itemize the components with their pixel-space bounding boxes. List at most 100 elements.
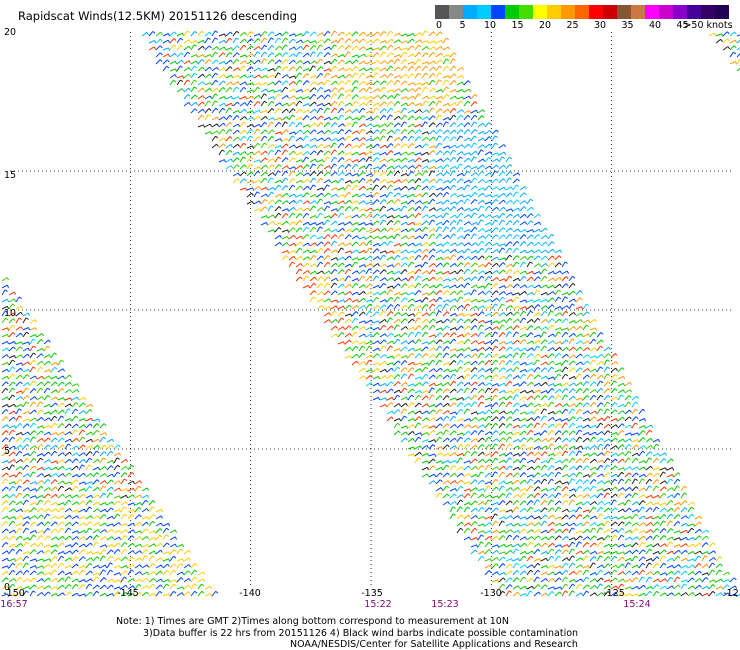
wind-barb: [393, 75, 400, 79]
wind-barb: [519, 362, 526, 366]
wind-barb: [295, 100, 300, 107]
wind-barb-flag: [371, 222, 374, 226]
wind-barb-flag: [515, 184, 519, 188]
wind-barb: [442, 318, 448, 324]
wind-barb-flag: [490, 397, 493, 401]
wind-barb: [295, 235, 302, 240]
wind-barb-flag: [327, 52, 331, 55]
wind-barb-flag: [307, 130, 311, 134]
wind-barb: [582, 417, 589, 422]
wind-barb: [498, 359, 504, 366]
wind-barb: [358, 345, 363, 352]
wind-barb: [568, 375, 575, 380]
wind-barb-flag: [502, 171, 506, 174]
wind-barb-flag: [510, 213, 513, 217]
wind-barb-flag: [389, 289, 393, 292]
wind-barb: [428, 233, 433, 240]
wind-barb-flag: [294, 75, 297, 79]
wind-barb: [232, 75, 239, 79]
wind-barb: [309, 177, 314, 184]
wind-barb-flag: [553, 383, 556, 387]
wind-barb-flag: [453, 122, 457, 126]
wind-barb: [407, 123, 414, 128]
wind-barb-flag: [446, 171, 450, 175]
wind-barb: [484, 387, 489, 394]
wind-barb-flag: [320, 122, 324, 125]
wind-barb-flag: [390, 171, 394, 174]
wind-barb-flag: [179, 65, 183, 68]
wind-barb: [442, 212, 447, 219]
wind-barb: [414, 116, 421, 121]
wind-speed-colorbar: [435, 5, 729, 19]
wind-barb: [309, 242, 316, 247]
wind-barb-flag: [398, 39, 402, 43]
wind-barb-flag: [70, 397, 73, 401]
wind-barb-flag: [284, 149, 288, 152]
wind-barb: [365, 359, 370, 366]
wind-barb: [400, 65, 405, 72]
wind-barb: [330, 180, 337, 184]
wind-barb-flag: [13, 298, 17, 302]
wind-barb: [337, 262, 343, 268]
wind-barb: [491, 256, 498, 261]
wind-barb: [407, 250, 414, 254]
wind-barb-flag: [446, 346, 450, 349]
wind-barb-flag: [293, 207, 296, 210]
wind-barb-flag: [313, 31, 317, 35]
wind-barb: [1, 375, 8, 380]
wind-barb: [281, 108, 287, 114]
wind-barb-flag: [571, 338, 575, 342]
wind-barb: [561, 327, 568, 331]
wind-barb: [414, 212, 420, 219]
wind-barb: [386, 367, 392, 373]
wind-barb: [386, 52, 392, 58]
wind-barb: [519, 299, 526, 303]
wind-barb-flag: [530, 310, 534, 314]
wind-barb-flag: [412, 361, 416, 366]
wind-barb-flag: [362, 352, 366, 356]
wind-barb: [365, 163, 370, 170]
wind-barb-flag: [292, 66, 296, 70]
wind-barb: [477, 227, 484, 233]
wind-barb-flag: [425, 373, 429, 377]
wind-barb-flag: [474, 199, 478, 202]
wind-barb-flag: [545, 326, 549, 330]
wind-barb-flag: [279, 45, 282, 49]
wind-barb: [498, 389, 505, 394]
wind-barb-flag: [215, 51, 219, 55]
wind-barb: [400, 143, 406, 149]
wind-barb-flag: [495, 422, 499, 426]
wind-barb-flag: [511, 292, 514, 296]
wind-barb: [393, 403, 400, 408]
wind-barb-flag: [18, 317, 22, 321]
wind-barb-flag: [482, 264, 486, 268]
wind-barb: [267, 45, 273, 51]
wind-barb: [561, 310, 566, 317]
wind-barb-flag: [419, 116, 423, 120]
wind-barb-flag: [398, 115, 401, 119]
wind-barb-flag: [69, 381, 72, 385]
wind-barb-flag: [482, 144, 486, 148]
wind-barb: [477, 213, 484, 219]
wind-barb-flag: [579, 408, 583, 412]
wind-barb: [414, 416, 420, 422]
wind-barb: [498, 423, 504, 429]
wind-barb-flag: [364, 96, 367, 100]
wind-barb-flag: [594, 347, 598, 351]
wind-barb-flag: [47, 345, 51, 349]
wind-barb: [442, 75, 449, 79]
wind-barb-flag: [258, 94, 261, 98]
wind-barb-flag: [629, 424, 633, 428]
wind-barb: [351, 249, 358, 254]
wind-barb-flag: [377, 143, 380, 147]
wind-barb: [477, 178, 484, 184]
wind-barb-flag: [371, 299, 374, 303]
wind-barb: [519, 418, 526, 422]
wind-barb: [463, 88, 470, 93]
wind-barb: [505, 423, 511, 429]
wind-barb: [379, 277, 386, 282]
wind-barb-flag: [319, 44, 323, 47]
wind-barb-flag: [285, 213, 289, 216]
wind-barb-flag: [391, 256, 395, 260]
wind-barb: [449, 144, 456, 149]
